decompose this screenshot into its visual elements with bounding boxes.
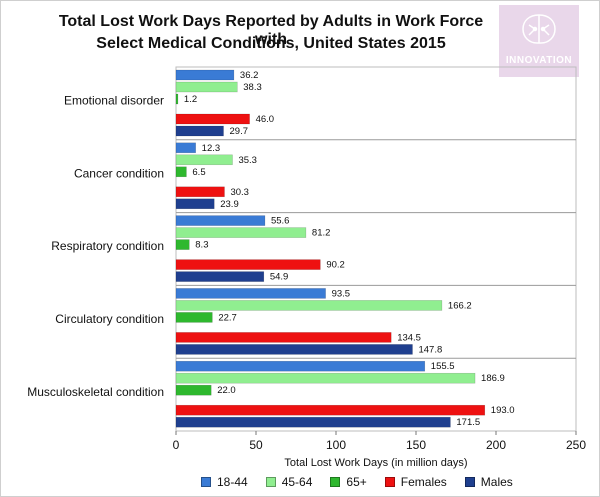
data-label: 35.3 [238,155,256,166]
data-label: 93.5 [332,288,351,299]
data-label: 81.2 [312,228,331,239]
legend-label: 65+ [346,475,367,489]
data-label: 186.9 [481,373,505,384]
bar-18-44 [175,142,196,154]
data-label: 166.2 [448,300,472,311]
x-tick-label: 150 [406,438,426,452]
chart-title-line-1: Total Lost Work Days Reported by Adults … [58,13,484,48]
data-label: 134.5 [397,332,421,343]
innovation-watermark: INNOVATION [499,5,579,77]
bar-males [175,344,413,355]
data-label: 147.8 [418,344,442,355]
bar-45-64 [175,300,443,311]
bar-18-44 [175,288,326,299]
x-tick-label: 0 [173,438,180,452]
legend-item: 18-44 [201,475,248,489]
legend-item: 45-64 [265,475,313,489]
bar-chart: 0 50 100 150 200 250 Emotional disorder 36.238.… [27,66,586,452]
legend-label: Females [400,475,447,489]
data-label: 55.6 [271,216,290,227]
data-label: 30.3 [230,187,249,198]
bar-65- [175,166,187,178]
legend-label: Males [480,475,513,489]
chart-legend: 18-44 45-64 65+ Females Males [201,474,531,490]
legend-swatch [330,477,341,487]
brain-icon [522,14,556,44]
data-label: 22.7 [218,312,237,323]
bar-females [175,404,486,416]
bar-65- [175,93,179,105]
category-label: Musculoskeletal condition [27,385,164,399]
category-label: Cancer condition [74,166,164,180]
data-label: 8.3 [195,240,208,251]
x-tick-label: 100 [326,438,346,452]
bar-males [175,416,451,428]
bar-45-64 [175,81,238,93]
data-label: 29.7 [230,126,249,137]
data-label: 155.5 [431,361,455,372]
category-label: Respiratory condition [51,239,164,253]
data-label: 193.0 [491,405,515,416]
bar-65- [175,312,213,323]
category-label: Circulatory condition [55,312,164,326]
bar-18-44 [175,69,235,81]
legend-swatch [464,477,475,487]
data-label: 23.9 [220,199,239,210]
data-label: 22.0 [217,385,236,396]
data-label: 1.2 [184,94,197,105]
data-label: 12.3 [202,143,221,154]
legend-item: Males [464,475,513,489]
x-axis-label: Total Lost Work Days (in million days) [284,457,468,469]
bar-females [175,259,321,270]
watermark-text: INNOVATION [505,55,573,66]
data-label: 54.9 [270,272,289,283]
x-tick-label: 250 [566,438,586,452]
legend-swatch [265,477,276,487]
bar-18-44 [175,360,426,372]
x-tick-label: 50 [249,438,263,452]
legend-item: Females [384,475,447,489]
bar-males [175,198,215,210]
bar-females [175,113,250,125]
legend-swatch [201,477,211,487]
bar-18-44 [175,215,266,226]
bar-males [175,125,224,137]
legend-label: 45-64 [281,475,313,489]
bar-45-64 [175,372,476,384]
data-label: 46.0 [256,114,275,125]
bar-45-64 [175,227,307,238]
data-label: 38.3 [243,82,262,93]
bar-45-64 [175,154,233,166]
x-tick-label: 200 [486,438,506,452]
category-label: Emotional disorder [64,94,164,108]
data-label: 6.5 [192,167,205,178]
bar-65- [175,239,190,250]
bar-65- [175,384,212,396]
bar-females [175,186,225,198]
bar-females [175,332,392,343]
chart-title-line-2: Select Medical Conditions, United States… [96,35,446,52]
legend-item: 65+ [330,475,367,489]
legend-label: 18-44 [217,475,248,489]
bar-males [175,271,265,282]
data-label: 171.5 [456,417,480,428]
data-label: 36.2 [240,70,258,81]
data-label: 90.2 [326,260,345,271]
legend-swatch [384,477,395,487]
